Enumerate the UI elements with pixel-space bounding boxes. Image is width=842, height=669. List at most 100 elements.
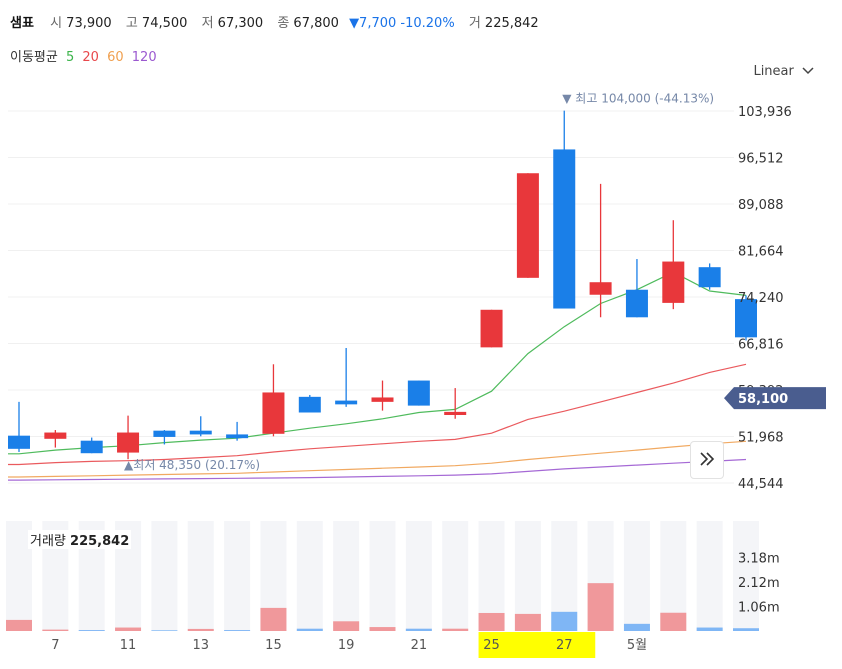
volume-bar: [42, 629, 69, 631]
y-tick-label: 89,088: [738, 198, 784, 213]
scroll-right-button[interactable]: [690, 441, 724, 479]
high-value: 74,500: [141, 16, 188, 31]
volume-bar: [551, 611, 578, 631]
candle-body: [662, 261, 685, 303]
candle-body: [153, 430, 176, 437]
volume-panel-title: 거래량: [30, 534, 66, 549]
volume-bar: [405, 628, 432, 631]
candle: [153, 430, 176, 445]
open-value: 73,900: [66, 16, 112, 31]
volume-bg-column: [733, 521, 759, 631]
volume-bar: [696, 627, 723, 631]
candle-body: [553, 149, 576, 309]
current-price-tag: 58,100: [724, 387, 826, 410]
min-annotation: ▲최저 48,350 (20.17%): [124, 458, 260, 472]
candle-body: [335, 400, 358, 405]
volume-bg-column: [369, 521, 396, 631]
close-label: 종: [277, 16, 290, 31]
candle-body: [262, 392, 285, 434]
candle: [625, 259, 648, 318]
candle-body: [117, 432, 140, 453]
volume-bar: [296, 628, 323, 631]
volume-bar: [151, 630, 178, 631]
volume-tick-label: 1.06m: [738, 601, 780, 616]
ma120-line: [8, 458, 747, 481]
candle: [8, 401, 30, 452]
volume-bg-column: [478, 521, 505, 631]
candle: [553, 110, 576, 309]
volume-label: 거: [468, 16, 481, 31]
candle: [80, 437, 103, 454]
max-annotation: ▼ 최고 104,000 (-44.13%): [562, 92, 714, 106]
volume-bar: [733, 628, 759, 631]
volume-bar: [260, 607, 287, 631]
volume-bg-column: [514, 521, 541, 631]
close-value: 67,800: [293, 16, 339, 31]
volume-bg-column: [6, 521, 32, 631]
candle-body: [8, 435, 30, 449]
x-tick-label: 13: [192, 638, 209, 653]
volume-bg-column: [296, 521, 323, 631]
scale-selector-label: Linear: [753, 64, 794, 79]
price-tag-shape: [724, 387, 826, 410]
volume-bg-column: [405, 521, 432, 631]
y-tick-label: 44,544: [738, 477, 784, 492]
volume-bar: [115, 627, 142, 631]
change-value: ▼7,700 -10.20%: [349, 16, 455, 31]
high-label: 고: [125, 16, 138, 31]
candle: [298, 394, 321, 413]
ma-legend-5: 5: [65, 50, 75, 65]
candle: [189, 416, 212, 437]
candle: [480, 309, 503, 348]
candle-body: [589, 282, 612, 295]
scale-selector[interactable]: Linear: [753, 64, 814, 79]
volume-bar: [6, 619, 32, 631]
volume-bg-column: [187, 521, 214, 631]
y-tick-label: 51,968: [738, 431, 784, 446]
open-label: 시: [50, 16, 63, 31]
candle: [735, 295, 757, 341]
volume-bg-column: [660, 521, 687, 631]
ma-legend-label: 이동평균: [10, 50, 58, 65]
volume-bar: [187, 628, 214, 631]
candle: [44, 430, 67, 448]
x-tick-label: 5월: [627, 638, 647, 653]
volume-bg-column: [333, 521, 360, 631]
volume-bg-column: [224, 521, 251, 631]
volume-bar: [660, 612, 687, 631]
volume-bar: [478, 612, 505, 631]
ma5-line: [8, 271, 747, 455]
volume-bg-column: [623, 521, 650, 631]
candle-body: [189, 430, 212, 435]
ma-legend-60: 60: [107, 50, 124, 65]
ma20-line: [8, 363, 747, 466]
x-tick-label: 15: [265, 638, 282, 653]
volume-bar: [369, 627, 396, 631]
candle-body: [698, 267, 721, 288]
volume-bar: [333, 621, 360, 631]
volume-bg-column: [151, 521, 178, 631]
candle-body: [625, 289, 648, 318]
volume-bar: [78, 630, 105, 631]
volume-bar: [587, 583, 614, 631]
candle-body: [516, 173, 539, 278]
candle: [226, 421, 249, 441]
ma60-line: [8, 440, 747, 478]
y-tick-label: 66,816: [738, 338, 784, 353]
volume-tick-label: 3.18m: [738, 552, 780, 567]
volume-bg-column: [696, 521, 723, 631]
double-chevron-right-icon: [699, 450, 715, 471]
candle-body: [44, 432, 67, 439]
y-tick-label: 81,664: [738, 245, 784, 260]
price-header: 샘표 시 73,900 고 74,500 저 67,300 종 67,800 ▼…: [10, 12, 545, 31]
x-highlight: [478, 632, 596, 658]
low-value: 67,300: [217, 16, 264, 31]
candle-body: [735, 299, 757, 338]
volume-bar: [224, 630, 251, 631]
price-tag-value: 58,100: [738, 392, 788, 407]
volume-tick-label: 2.12m: [738, 576, 780, 591]
x-tick-label: 27: [556, 638, 573, 653]
x-tick-label: 11: [120, 638, 137, 653]
volume-bar: [623, 623, 650, 631]
